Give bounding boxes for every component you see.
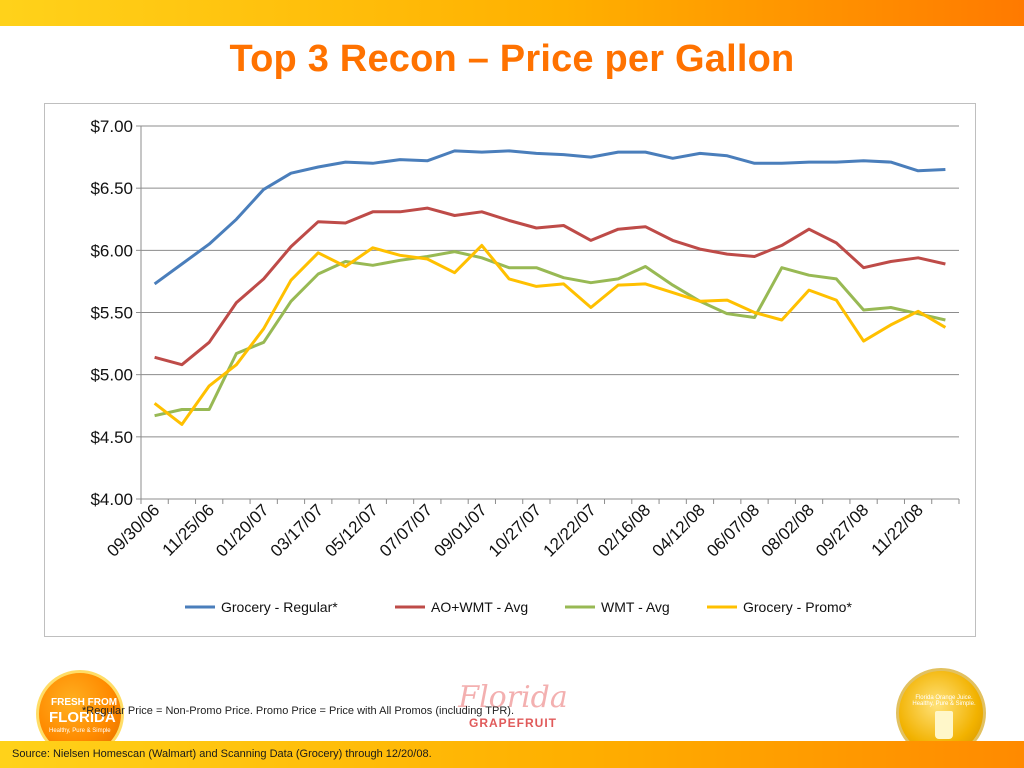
legend-label: Grocery - Promo* [743, 599, 852, 615]
x-tick-label: 12/22/07 [539, 500, 599, 560]
x-tick-label: 02/16/08 [594, 500, 654, 560]
logo-left-line3: Healthy, Pure & Simple [49, 728, 111, 734]
chart-frame: $4.00 $4.50 $5.00 $5.50 $6.00 $6.50 $7.00 09/30… [44, 103, 976, 637]
x-tick-label: 05/12/07 [321, 500, 381, 560]
line-chart: $4.00 $4.50 $5.00 $5.50 $6.00 $6.50 $7.00 09/30… [90, 117, 960, 615]
logo-center-word: GRAPEFRUIT [469, 716, 557, 730]
series-line [154, 206, 946, 367]
x-tick-label: 09/01/07 [430, 500, 490, 560]
series-line [153, 149, 946, 286]
y-tick-label: $4.50 [90, 428, 133, 447]
x-tick-label: 03/17/07 [267, 500, 327, 560]
footnote: *Regular Price = Non-Promo Price. Promo … [82, 705, 515, 717]
series-line [153, 243, 947, 426]
legend-label: AO+WMT - Avg [431, 599, 528, 615]
x-tick-label: 01/20/07 [212, 500, 272, 560]
y-tick-label: $5.50 [90, 304, 133, 323]
x-tick-label: 11/22/08 [868, 500, 927, 559]
x-tick-label: 10/27/07 [485, 500, 545, 560]
source-note: Source: Nielsen Homescan (Walmart) and S… [12, 748, 432, 760]
logo-left-line2: FLORIDA [49, 709, 116, 726]
y-tick-label: $7.00 [90, 117, 133, 136]
legend-label: Grocery - Regular* [221, 599, 338, 615]
top-banner [0, 0, 1024, 26]
x-tick-label: 09/27/08 [812, 500, 872, 560]
series-line [154, 250, 946, 418]
logo-left-line1: FRESH FROM [51, 697, 118, 708]
slide-title: Top 3 Recon – Price per Gallon [229, 38, 795, 80]
y-tick-label: $6.00 [90, 241, 133, 260]
x-tick-label: 09/30/06 [103, 500, 163, 560]
x-tick-label: 11/25/06 [159, 500, 218, 559]
x-tick-label: 08/02/08 [758, 500, 818, 560]
y-tick-label: $6.50 [90, 179, 133, 198]
bottom-banner [0, 741, 1024, 768]
florida-grapefruit-logo: Florida GRAPEFRUIT [448, 680, 578, 736]
y-tick-label: $5.00 [90, 366, 133, 385]
x-tick-label: 07/07/07 [376, 500, 436, 560]
logo-right-text: Florida Orange Juice. Healthy, Pure & Si… [912, 695, 976, 707]
y-tick-label: $4.00 [90, 490, 133, 509]
legend-label: WMT - Avg [601, 599, 670, 615]
juice-glass-icon [935, 711, 953, 739]
logo-center-script: Florida [458, 680, 568, 715]
x-tick-label: 04/12/08 [649, 500, 709, 560]
x-tick-label: 06/07/08 [703, 500, 763, 560]
